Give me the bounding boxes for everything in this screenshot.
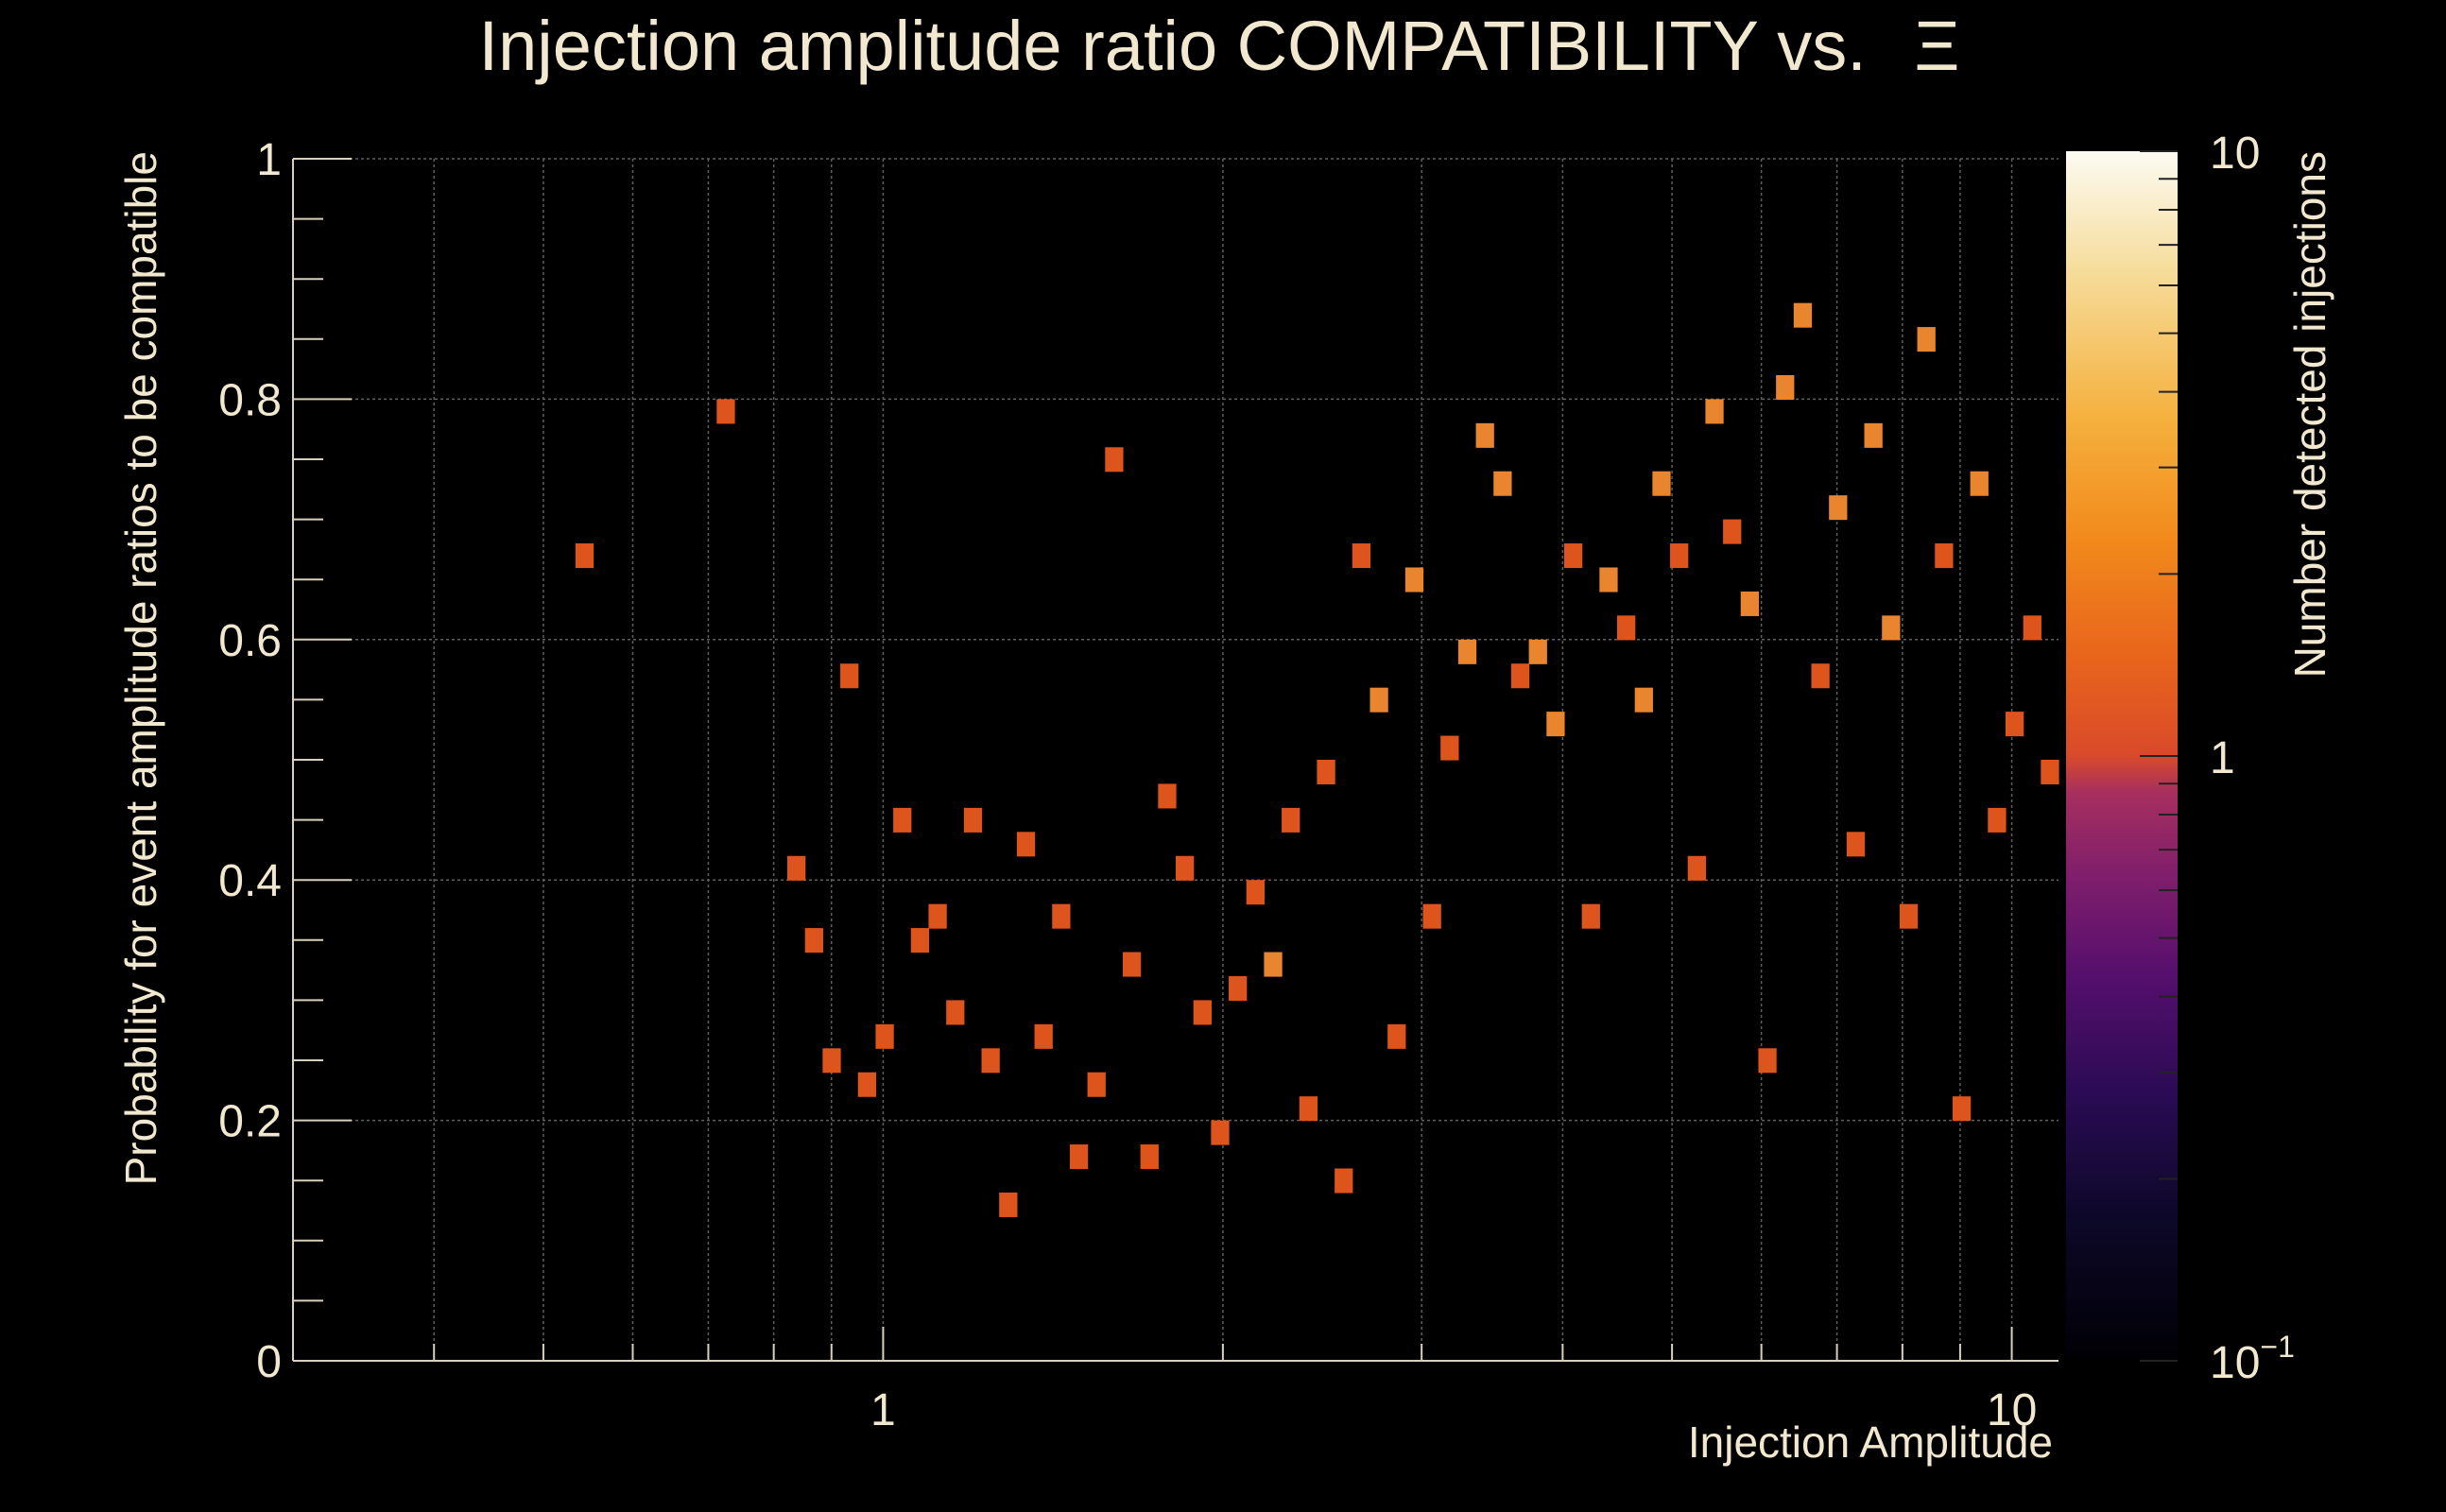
heatmap-cell (1369, 687, 1388, 713)
heatmap-cell (1670, 543, 1689, 569)
heatmap-cell (928, 903, 947, 929)
heatmap-cell (1829, 495, 1848, 521)
y-tick-label: 1 (256, 135, 282, 185)
heatmap-cell (1917, 327, 1936, 352)
heatmap-cell (1740, 591, 1760, 616)
heatmap-cell (1617, 615, 1636, 641)
heatmap-cell (1510, 663, 1530, 689)
y-tick-label: 0.6 (218, 616, 282, 666)
heatmap-cell (946, 1000, 965, 1025)
chart-title-text: Injection amplitude ratio COMPATIBILITY … (479, 7, 1867, 85)
colorbar-ticks: 10 1 10−1 (2140, 129, 2295, 1388)
heatmap-cell (1352, 543, 1371, 569)
x-axis-label: Injection Amplitude (1688, 1418, 2053, 1467)
heatmap-cell (1705, 399, 1724, 424)
heatmap-cell (1211, 1120, 1230, 1145)
heatmap-cell (787, 855, 806, 881)
heatmap-cell (875, 1023, 894, 1049)
heatmap-cell (1723, 519, 1742, 544)
heatmap-cell (1105, 447, 1124, 472)
chart-title: Injection amplitude ratio COMPATIBILITY … (479, 7, 1960, 85)
plot-background (293, 159, 2058, 1361)
x-tick-label: 10 (1987, 1385, 2037, 1435)
heatmap-cell (857, 1072, 877, 1097)
heatmap-cell (1457, 639, 1477, 664)
heatmap-cell (1811, 663, 1830, 689)
heatmap-cell (1264, 952, 1283, 977)
heatmap-cell (1846, 832, 1866, 857)
heatmap-cell (1193, 1000, 1212, 1025)
heatmap-cell (1335, 1168, 1353, 1194)
y-axis-label: Probability for event amplitude ratios t… (116, 151, 165, 1185)
heatmap-cell (1034, 1023, 1053, 1049)
heatmap-cell (1422, 903, 1441, 929)
heatmap-cell (1988, 807, 2007, 833)
heatmap-cell (2041, 760, 2059, 785)
heatmap-cell (1546, 712, 1565, 737)
heatmap-cell (1229, 975, 1248, 1001)
y-tick-label: 0.4 (218, 856, 282, 906)
heatmap-cell (1299, 1096, 1318, 1122)
heatmap-cell (1864, 422, 1883, 448)
heatmap-cell (1087, 1072, 1106, 1097)
heatmap-cell (1652, 471, 1671, 496)
heatmap-cell (1493, 471, 1512, 496)
heatmap-cell (1440, 735, 1459, 761)
heatmap-cell (1793, 302, 1813, 328)
heatmap-cell (840, 663, 859, 689)
heatmap-cell (999, 1192, 1018, 1217)
heatmap-cell (1404, 567, 1424, 593)
heatmap-cell (1175, 855, 1195, 881)
heatmap-cell (822, 1048, 841, 1074)
heatmap-cell (1970, 471, 1989, 496)
y-tick-label: 0 (256, 1337, 282, 1387)
heatmap-cell (2005, 712, 2024, 737)
grid-lines (293, 158, 2058, 1362)
heatmap-cell (1581, 903, 1600, 929)
colorbar-tick-label: 10−1 (2210, 1330, 2295, 1388)
heatmap-cell (981, 1048, 1000, 1074)
heatmap-cell (963, 807, 983, 833)
colorbar-label: Number detected injections (2285, 151, 2334, 678)
heatmap-cell (1282, 807, 1301, 833)
heatmap-cell (1528, 639, 1547, 664)
heatmap-cell (1952, 1096, 1972, 1122)
heatmap-cell (804, 928, 823, 954)
heatmap-cell (1016, 832, 1036, 857)
x-tick-label: 1 (870, 1385, 896, 1435)
heatmap-cells (575, 302, 2059, 1217)
heatmap-cell (716, 399, 735, 424)
chart-title-symbol: Ξ (1914, 7, 1959, 85)
heatmap-cell (1599, 567, 1618, 593)
heatmap-cell (1563, 543, 1583, 569)
heatmap-cell (910, 928, 930, 954)
heatmap-cell (1758, 1048, 1777, 1074)
heatmap-cell (1776, 374, 1795, 400)
heatmap-cell (1387, 1023, 1406, 1049)
heatmap-cell (1158, 783, 1177, 809)
axes: 1 10 0 0.2 0.4 0.6 0.8 1 (218, 135, 2058, 1435)
heatmap-cell (1122, 952, 1142, 977)
heatmap-cell (1069, 1144, 1089, 1170)
colorbar-tick-label: 1 (2210, 733, 2235, 783)
heatmap-cell (2023, 615, 2041, 641)
heatmap-cell (1882, 615, 1901, 641)
heatmap-cell (1317, 760, 1335, 785)
heatmap-cell (1899, 903, 1919, 929)
heatmap-cell (1475, 422, 1494, 448)
heatmap-cell (1634, 687, 1653, 713)
y-tick-label: 0.2 (218, 1097, 282, 1147)
heatmap-cell (1935, 543, 1954, 569)
y-tick-label: 0.8 (218, 375, 282, 425)
colorbar-tick-label: 10 (2210, 129, 2260, 179)
heatmap-cell (893, 807, 912, 833)
heatmap-cell (1687, 855, 1707, 881)
heatmap-cell (1052, 903, 1071, 929)
heatmap-cell (575, 543, 594, 569)
heatmap-cell (1246, 880, 1265, 905)
heatmap-cell (1140, 1144, 1159, 1170)
